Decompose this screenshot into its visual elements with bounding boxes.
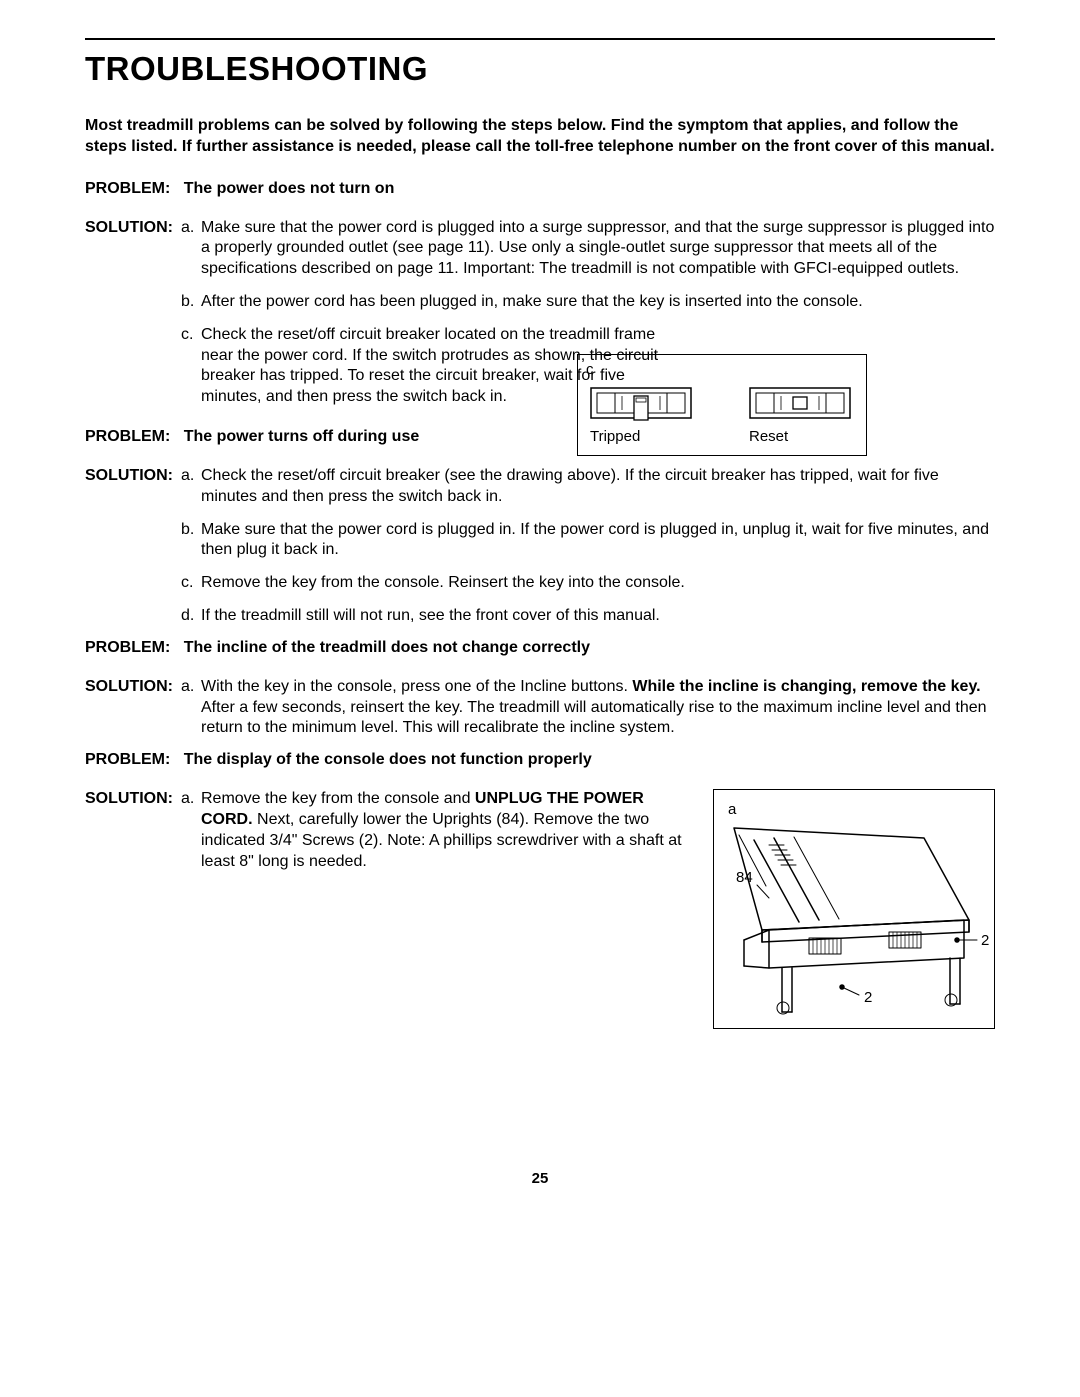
label-84: 84 xyxy=(736,869,753,886)
item-letter: a. xyxy=(181,466,201,487)
solution-1b: b. After the power cord has been plugged… xyxy=(181,292,995,313)
solution-2d: d. If the treadmill still will not run, … xyxy=(181,606,995,627)
solution-label: SOLUTION: xyxy=(85,218,181,239)
problem-2-title: The power turns off during use xyxy=(184,428,420,445)
solution-2a-text: Check the reset/off circuit breaker (see… xyxy=(201,466,995,508)
figure-a: a xyxy=(713,789,995,1029)
solution-3a-pre: With the key in the console, press one o… xyxy=(201,678,632,695)
problem-label: PROBLEM: xyxy=(85,180,170,197)
page-title: TROUBLESHOOTING xyxy=(85,50,995,88)
intro-paragraph: Most treadmill problems can be solved by… xyxy=(85,116,995,158)
item-letter: a. xyxy=(181,218,201,239)
label-2-right: 2 xyxy=(981,932,989,949)
problem-label: PROBLEM: xyxy=(85,428,170,445)
solution-2c: c. Remove the key from the console. Rein… xyxy=(181,573,995,594)
solution-2b: b. Make sure that the power cord is plug… xyxy=(181,520,995,562)
problem-3-heading: PROBLEM: The incline of the treadmill do… xyxy=(85,639,995,657)
page-number: 25 xyxy=(0,1170,1080,1187)
solution-3a: SOLUTION: a. With the key in the console… xyxy=(85,677,995,739)
breaker-reset-icon xyxy=(749,382,854,422)
problem-1-title: The power does not turn on xyxy=(184,180,395,197)
solution-3a-post: After a few seconds, reinsert the key. T… xyxy=(201,699,987,737)
solution-1a: SOLUTION: a. Make sure that the power co… xyxy=(85,218,995,280)
reset-caption: Reset xyxy=(749,428,788,445)
solution-1a-text: Make sure that the power cord is plugged… xyxy=(201,218,995,280)
solution-2a: SOLUTION: a. Check the reset/off circuit… xyxy=(85,466,995,508)
solution-3a-text: With the key in the console, press one o… xyxy=(201,677,995,739)
solution-4a-text: Remove the key from the console and UNPL… xyxy=(201,789,693,872)
item-letter: b. xyxy=(181,520,201,541)
item-letter: c. xyxy=(181,573,201,594)
item-letter: c. xyxy=(181,325,201,346)
item-letter: d. xyxy=(181,606,201,627)
top-rule xyxy=(85,38,995,40)
item-letter: a. xyxy=(181,789,201,810)
problem-1-heading: PROBLEM: The power does not turn on xyxy=(85,180,995,198)
solution-4a-post: Next, carefully lower the Uprights (84).… xyxy=(201,811,682,870)
problem-4-title: The display of the console does not func… xyxy=(184,751,592,768)
solution-4a: SOLUTION: a. Remove the key from the con… xyxy=(85,789,693,872)
solution-label: SOLUTION: xyxy=(85,677,181,698)
solution-label: SOLUTION: xyxy=(85,466,181,487)
treadmill-diagram-icon: a xyxy=(714,790,994,1028)
solution-4a-pre: Remove the key from the console and xyxy=(201,790,475,807)
figure-a-label: a xyxy=(728,801,737,818)
solution-2c-text: Remove the key from the console. Reinser… xyxy=(201,573,995,594)
solution-2d-text: If the treadmill still will not run, see… xyxy=(201,606,995,627)
item-letter: b. xyxy=(181,292,201,313)
figure-c-label: c xyxy=(586,361,858,378)
solution-3a-bold: While the incline is changing, remove th… xyxy=(632,678,980,695)
problem-4-heading: PROBLEM: The display of the console does… xyxy=(85,751,995,769)
tripped-caption: Tripped xyxy=(590,428,640,445)
item-letter: a. xyxy=(181,677,201,698)
problem-3-title: The incline of the treadmill does not ch… xyxy=(184,639,590,656)
figure-c: c Tripped xyxy=(577,354,867,456)
breaker-tripped-icon xyxy=(590,382,695,422)
label-2-bottom: 2 xyxy=(864,989,872,1006)
solution-2b-text: Make sure that the power cord is plugged… xyxy=(201,520,995,562)
solution-1b-text: After the power cord has been plugged in… xyxy=(201,292,995,313)
problem-label: PROBLEM: xyxy=(85,639,170,656)
solution-label: SOLUTION: xyxy=(85,789,181,810)
problem-label: PROBLEM: xyxy=(85,751,170,768)
